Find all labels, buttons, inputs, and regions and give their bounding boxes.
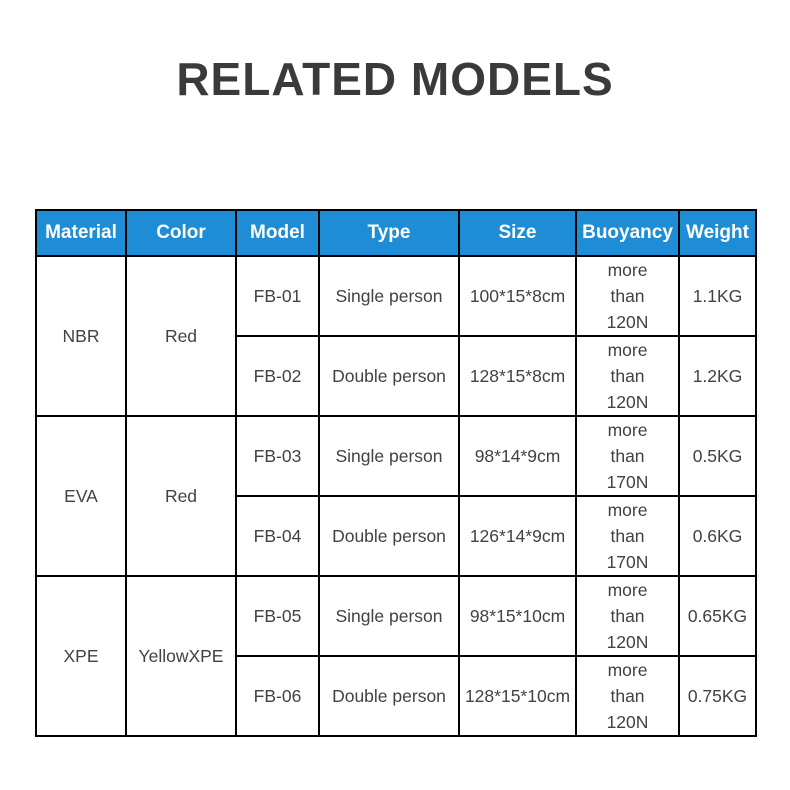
header-color: Color	[125, 209, 237, 257]
header-size: Size	[458, 209, 577, 257]
table-header-row: Material Color Model Type Size Buoyancy …	[35, 209, 757, 257]
buoyancy-text: more than 170N	[606, 420, 649, 492]
color-cell: Red	[125, 255, 237, 417]
size-cell: 126*14*9cm	[458, 495, 577, 577]
buoyancy-text: more than 120N	[606, 580, 649, 652]
buoyancy-text: more than 170N	[606, 500, 649, 572]
buoyancy-cell: more than 170N	[575, 415, 680, 497]
material-cell: NBR	[35, 255, 127, 417]
type-cell: Double person	[318, 655, 460, 737]
header-type: Type	[318, 209, 460, 257]
buoyancy-text: more than 120N	[606, 260, 649, 332]
type-cell: Double person	[318, 495, 460, 577]
model-cell: FB-02	[235, 335, 320, 417]
buoyancy-cell: more than 120N	[575, 335, 680, 417]
size-cell: 100*15*8cm	[458, 255, 577, 337]
weight-cell: 0.65KG	[678, 575, 757, 657]
weight-cell: 1.1KG	[678, 255, 757, 337]
weight-cell: 0.6KG	[678, 495, 757, 577]
header-weight: Weight	[678, 209, 757, 257]
buoyancy-cell: more than 120N	[575, 655, 680, 737]
type-cell: Single person	[318, 255, 460, 337]
table-row: FB-06 Double person 128*15*10cm more tha…	[36, 655, 757, 737]
model-cell: FB-05	[235, 575, 320, 657]
type-cell: Single person	[318, 415, 460, 497]
table-row: XPE YellowXPE FB-05 Single person 98*15*…	[35, 575, 757, 737]
model-cell: FB-01	[235, 255, 320, 337]
model-cell: FB-06	[235, 655, 320, 737]
page-title: RELATED MODELS	[176, 53, 614, 105]
buoyancy-cell: more than 120N	[575, 255, 680, 337]
size-cell: 98*15*10cm	[458, 575, 577, 657]
weight-cell: 0.75KG	[678, 655, 757, 737]
table-row: NBR Red FB-01 Single person 100*15*8cm m…	[35, 255, 757, 417]
material-cell: XPE	[35, 575, 127, 737]
table-row: FB-02 Double person 128*15*8cm more than…	[36, 335, 757, 417]
table-row: EVA Red FB-03 Single person 98*14*9cm mo…	[35, 415, 757, 577]
table-row: FB-04 Double person 126*14*9cm more than…	[36, 495, 757, 577]
color-cell: Red	[125, 415, 237, 577]
buoyancy-cell: more than 170N	[575, 495, 680, 577]
weight-cell: 1.2KG	[678, 335, 757, 417]
related-models-table: Material Color Model Type Size Buoyancy …	[35, 209, 757, 737]
material-cell: EVA	[35, 415, 127, 577]
type-cell: Single person	[318, 575, 460, 657]
color-cell: YellowXPE	[125, 575, 237, 737]
buoyancy-text: more than 120N	[606, 660, 649, 732]
size-cell: 128*15*10cm	[458, 655, 577, 737]
buoyancy-cell: more than 120N	[575, 575, 680, 657]
size-cell: 128*15*8cm	[458, 335, 577, 417]
model-cell: FB-03	[235, 415, 320, 497]
weight-cell: 0.5KG	[678, 415, 757, 497]
header-buoyancy: Buoyancy	[575, 209, 680, 257]
type-cell: Double person	[318, 335, 460, 417]
buoyancy-text: more than 120N	[606, 340, 649, 412]
header-model: Model	[235, 209, 320, 257]
model-cell: FB-04	[235, 495, 320, 577]
header-material: Material	[35, 209, 127, 257]
size-cell: 98*14*9cm	[458, 415, 577, 497]
